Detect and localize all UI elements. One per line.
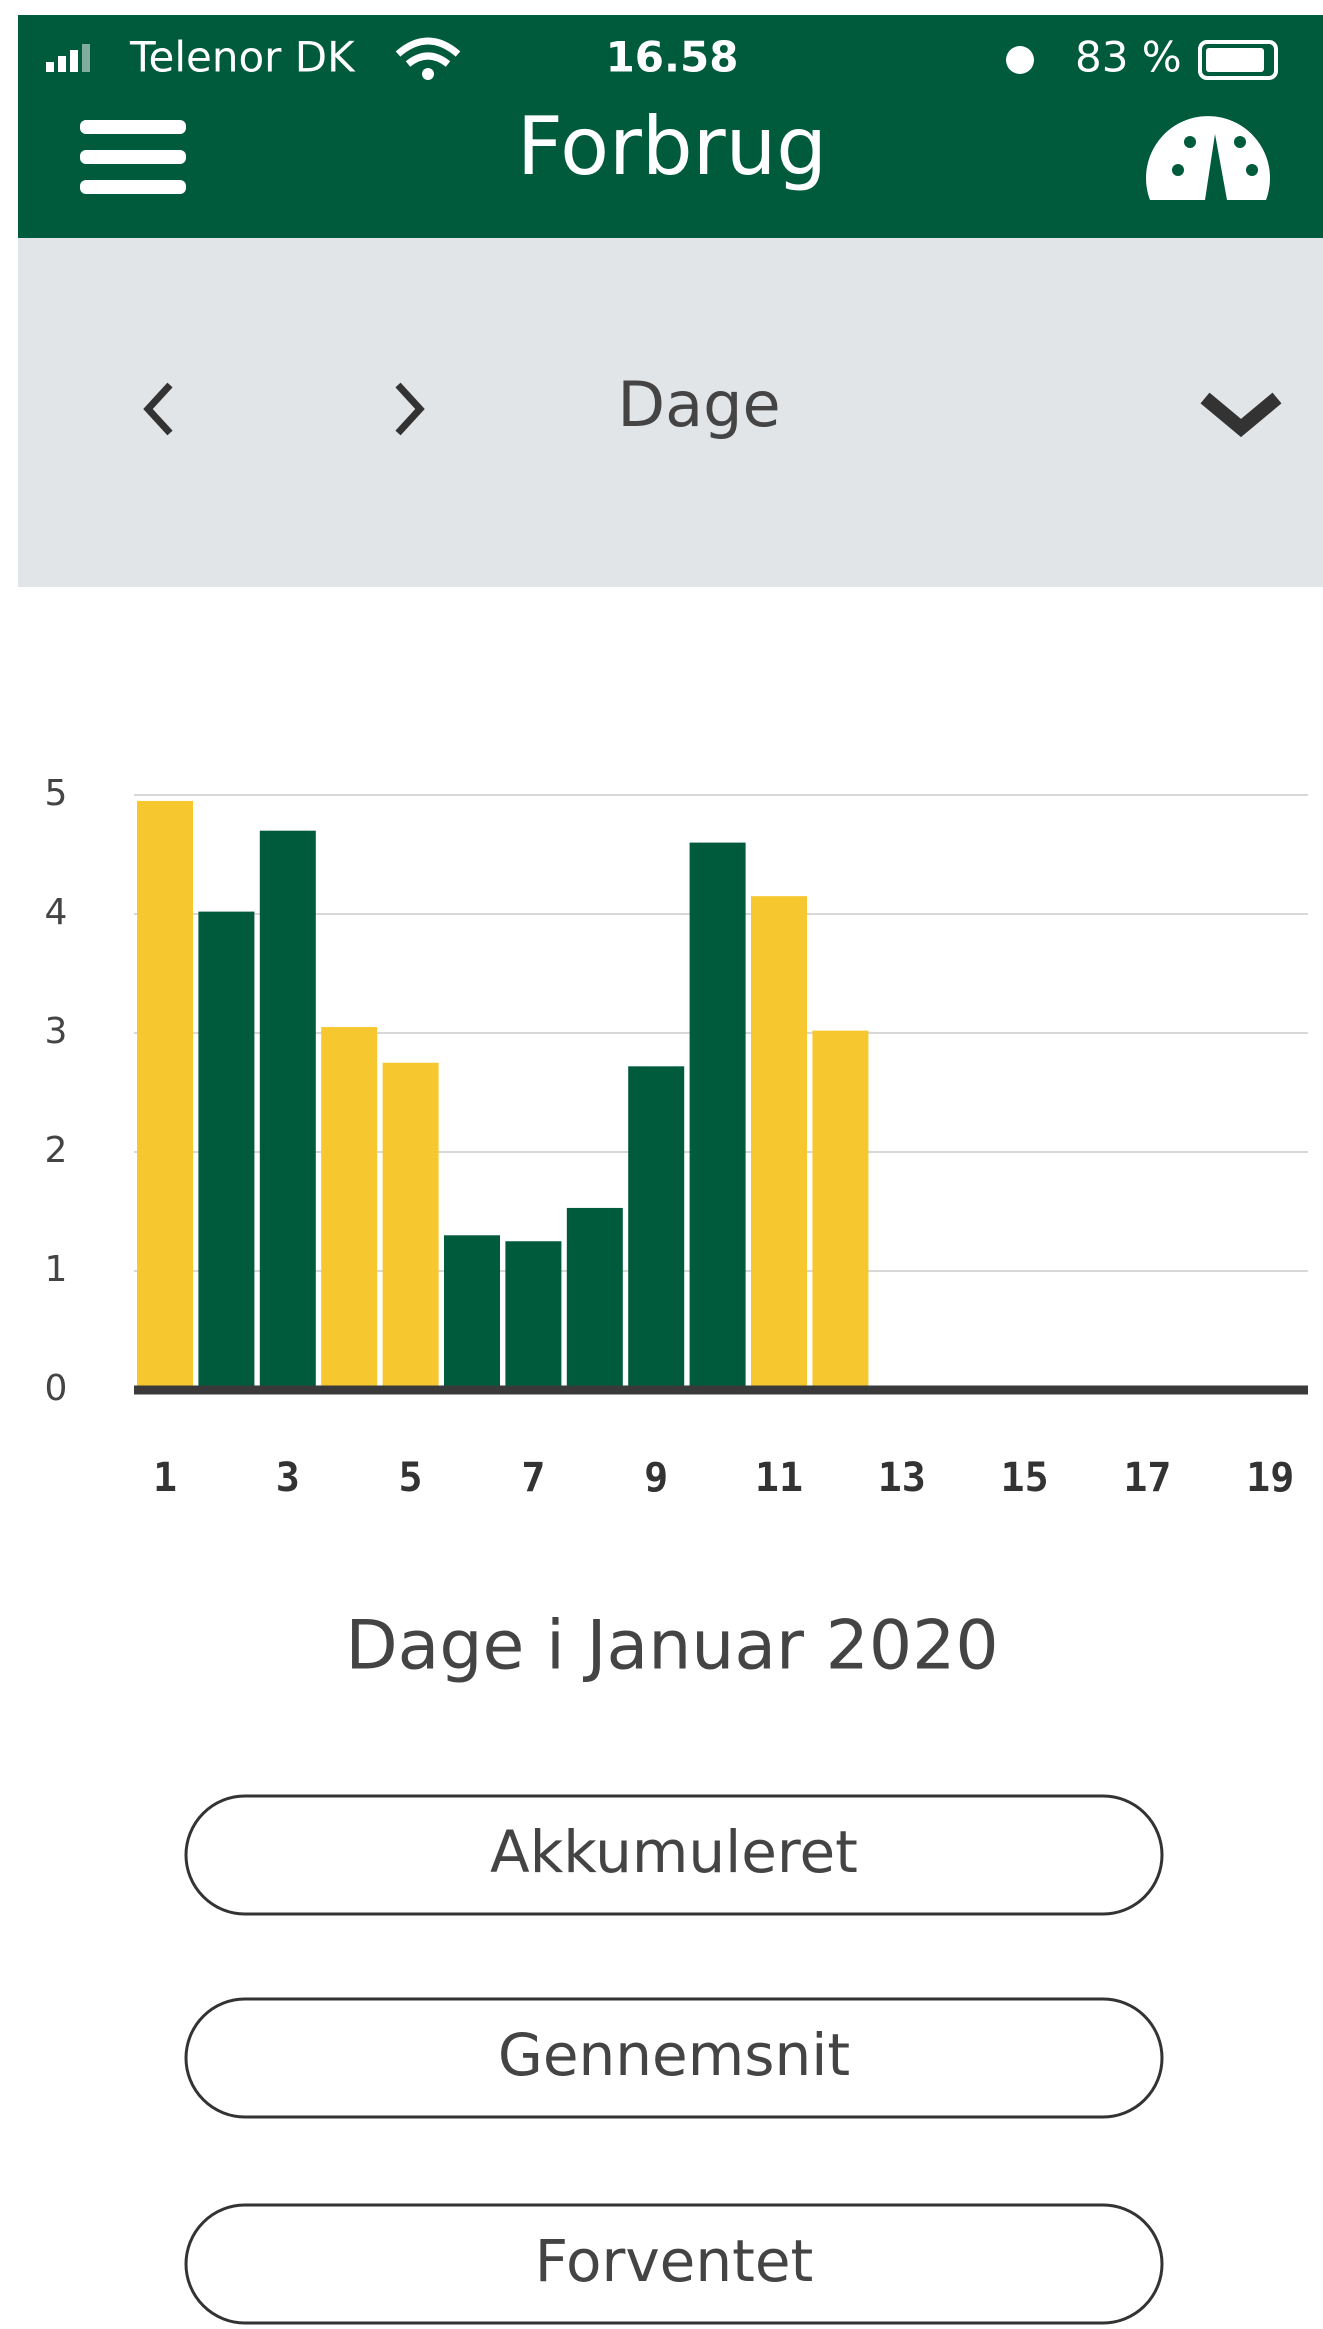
option-label: Gennemsnit (498, 2021, 850, 2089)
period-dropdown[interactable] (1200, 392, 1282, 438)
x-tick-label: 7 (521, 1455, 545, 1501)
bar (689, 842, 746, 1390)
x-tick-label: 5 (399, 1455, 423, 1501)
bar (382, 1062, 439, 1390)
y-tick-label: 3 (45, 1011, 68, 1052)
gauge-button[interactable] (1146, 116, 1270, 200)
time: 16.58 (606, 33, 739, 82)
x-tick-label: 17 (1123, 1455, 1171, 1501)
alarm-icon (1006, 46, 1034, 74)
bar (321, 1027, 378, 1390)
prev-button[interactable] (143, 382, 173, 436)
nav-bar (18, 238, 1323, 587)
x-tick-label: 19 (1246, 1455, 1294, 1501)
y-tick-label: 0 (45, 1368, 68, 1409)
bar (137, 800, 193, 1390)
option-label: Akkumuleret (490, 1818, 858, 1886)
option-button[interactable] (184, 2203, 1164, 2325)
battery-level (1206, 48, 1264, 72)
bar (566, 1207, 623, 1390)
option-button[interactable] (184, 1794, 1164, 1916)
x-tick-label: 15 (1001, 1455, 1049, 1501)
x-tick-label: 9 (644, 1455, 668, 1501)
carrier: Telenor DK (129, 33, 356, 82)
bar (505, 1241, 562, 1390)
y-tick-label: 4 (45, 892, 68, 933)
x-tick-label: 1 (153, 1455, 177, 1501)
option-label: Forventet (535, 2227, 814, 2295)
wifi-icon (395, 37, 461, 67)
battery-percent: 83 % (1075, 33, 1182, 82)
signal-icon (46, 44, 90, 72)
battery-icon (1198, 40, 1278, 80)
y-tick-label: 5 (45, 773, 68, 814)
page-title: Forbrug (517, 100, 827, 193)
y-tick-label: 1 (45, 1249, 68, 1290)
bar (444, 1235, 500, 1390)
header-bar (18, 15, 1323, 238)
period-label: Dage (617, 368, 780, 441)
x-tick-label: 3 (276, 1455, 300, 1501)
bar (628, 1066, 685, 1390)
x-axis-title: Dage i Januar 2020 (345, 1607, 998, 1686)
wifi-dot (422, 68, 434, 80)
x-tick-label: 11 (755, 1455, 803, 1501)
option-button[interactable] (184, 1997, 1164, 2119)
x-tick-label: 13 (878, 1455, 926, 1501)
y-tick-label: 2 (45, 1130, 68, 1171)
menu-button[interactable] (80, 120, 186, 194)
bar (259, 830, 316, 1390)
buttons: Akkumuleret Gennemsnit Forventet (184, 1794, 1164, 2325)
bar (812, 1030, 869, 1390)
bar (198, 911, 255, 1390)
bar (751, 896, 807, 1390)
next-button[interactable] (395, 382, 425, 436)
